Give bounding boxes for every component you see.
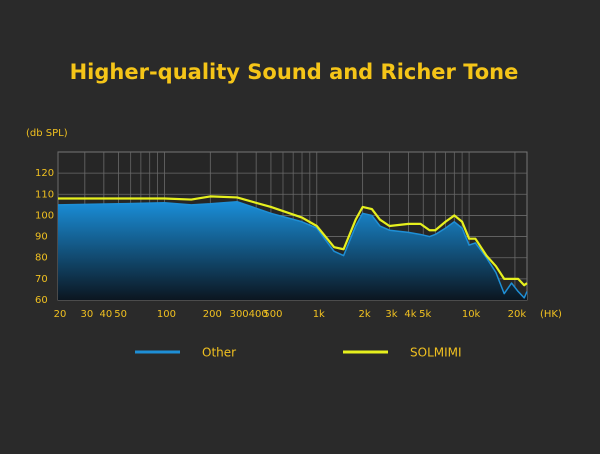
x-tick-label: 20 [54, 309, 67, 320]
x-tick-label: 1k [313, 309, 325, 320]
x-tick-label: 5k [419, 309, 431, 320]
x-axis-label: (HK) [540, 309, 562, 320]
line [58, 195, 528, 287]
y-tick-label: 100 [35, 210, 54, 221]
chart-title: Higher-quality Sound and Richer Tone [70, 60, 519, 84]
x-tick-label: 2k [359, 309, 371, 320]
y-tick-label: 90 [35, 232, 48, 243]
x-tick-label: 200 [203, 309, 222, 320]
x-tick-label: 10k [462, 309, 481, 320]
x-tick-label: 50 [114, 309, 127, 320]
x-tick-label: 100 [157, 309, 176, 320]
line [57, 200, 528, 299]
legend-label: Other [202, 346, 236, 360]
y-tick-label: 110 [35, 189, 54, 200]
y-tick-label: 120 [35, 168, 54, 179]
legend-label: SOLMIMI [410, 346, 462, 360]
x-tick-label: 30 [80, 309, 93, 320]
x-tick-label: 300 [230, 309, 249, 320]
x-tick-label: 20k [508, 309, 527, 320]
x-tick-label: 40 [99, 309, 112, 320]
x-tick-label: 4k [404, 309, 416, 320]
x-tick-label: 400 [249, 309, 268, 320]
y-tick-label: 60 [35, 295, 48, 306]
area [58, 201, 527, 300]
y-tick-label: 80 [35, 253, 48, 264]
y-axis-label: (db SPL) [26, 128, 68, 139]
x-tick-label: 500 [263, 309, 282, 320]
x-tick-label: 3k [385, 309, 397, 320]
y-tick-label: 70 [35, 274, 48, 285]
